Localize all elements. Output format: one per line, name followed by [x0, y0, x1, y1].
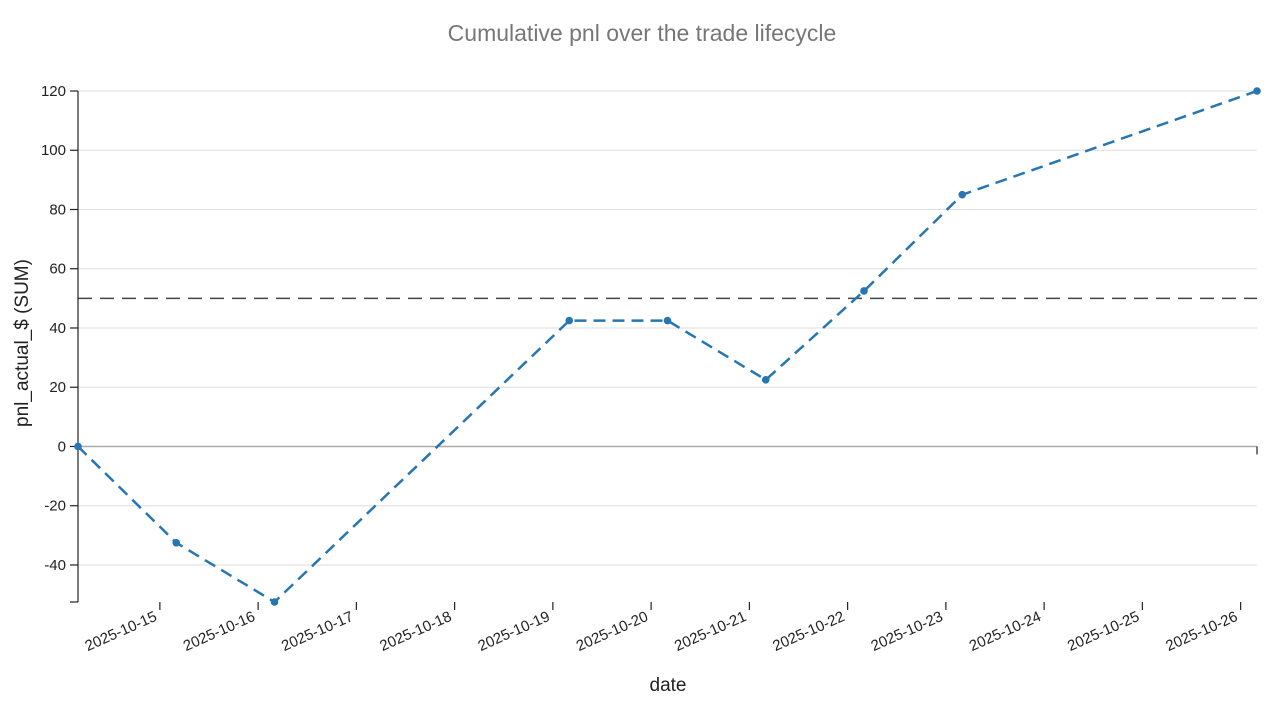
data-point[interactable]	[172, 538, 181, 547]
y-tick-label: 100	[41, 142, 66, 159]
data-point[interactable]	[958, 190, 967, 199]
data-point[interactable]	[761, 376, 770, 384]
data-point[interactable]	[860, 287, 868, 295]
data-point[interactable]	[270, 598, 279, 606]
y-tick-label: -20	[44, 498, 66, 515]
x-tick-label: 2025-10-20	[574, 608, 651, 655]
chart-title: Cumulative pnl over the trade lifecycle	[448, 20, 837, 46]
y-tick-label: -40	[44, 557, 66, 574]
series-line	[77, 89, 1258, 604]
x-tick-label: 2025-10-18	[377, 608, 454, 655]
y-tick-label: 60	[49, 261, 66, 278]
y-tick-label: 0	[58, 438, 66, 455]
data-point[interactable]	[663, 316, 672, 325]
gridlines	[78, 90, 1257, 566]
series-group	[74, 87, 1261, 606]
axes: -40 -20 0 20 40 60 80 100 120 2025-10-15 2025-10-1…	[41, 83, 1258, 655]
y-tick-label: 120	[41, 83, 66, 100]
x-tick-label: 2025-10-19	[475, 608, 552, 655]
x-tick-label: 2025-10-21	[672, 608, 749, 655]
x-tick-label: 2025-10-17	[279, 608, 356, 655]
y-tick-label: 40	[49, 320, 66, 337]
x-tick-label: 2025-10-15	[82, 608, 159, 655]
x-tick-label: 2025-10-22	[770, 608, 847, 655]
data-point[interactable]	[1253, 87, 1261, 95]
x-tick-label: 2025-10-24	[967, 608, 1044, 655]
y-tick-label: 80	[49, 201, 66, 218]
y-tick-label: 20	[49, 379, 66, 396]
x-tick-label: 2025-10-25	[1065, 608, 1142, 655]
x-tick-label: 2025-10-16	[181, 608, 258, 655]
data-point[interactable]	[74, 442, 82, 451]
x-tick-label: 2025-10-23	[868, 608, 945, 655]
y-axis-title: pnl_actual_$ (SUM)	[12, 259, 33, 427]
x-tick-label: 2025-10-26	[1163, 608, 1240, 655]
data-point[interactable]	[565, 316, 574, 325]
x-axis-title: date	[650, 675, 687, 696]
